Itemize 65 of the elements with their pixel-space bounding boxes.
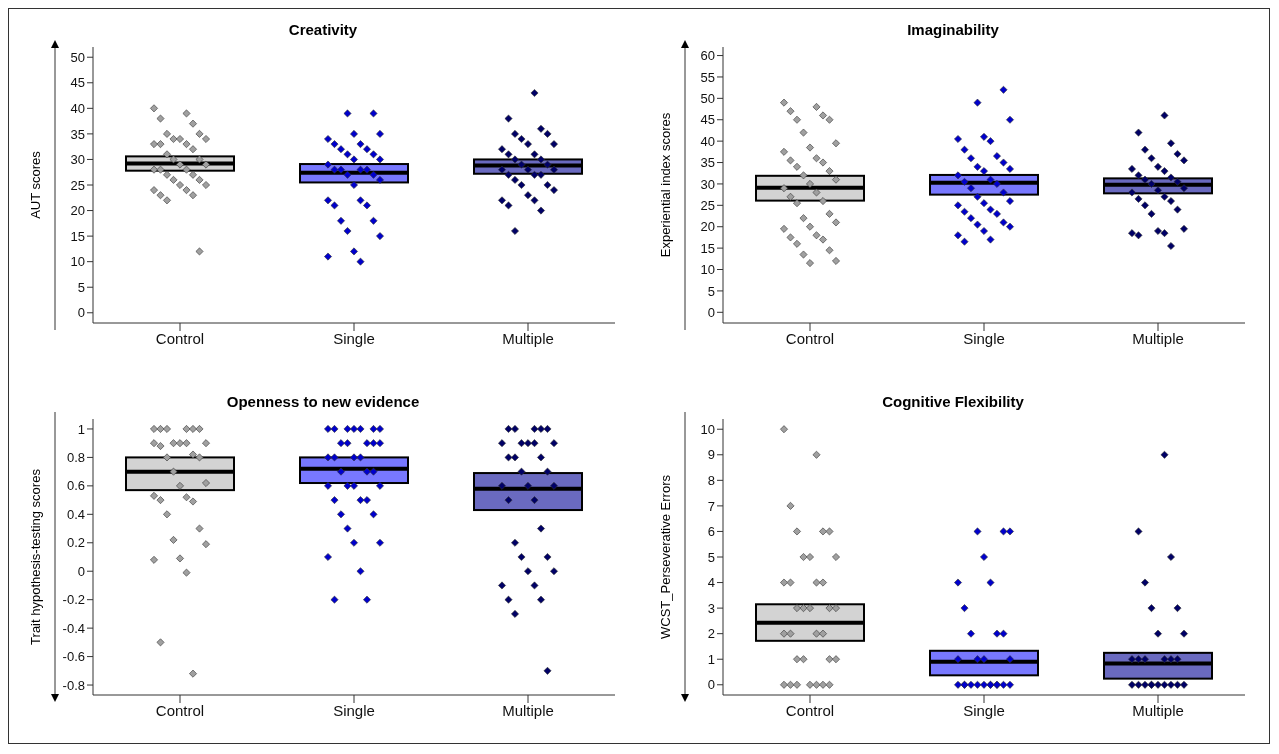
y-tick-label: 35: [70, 126, 85, 142]
y-tick-label: -0.6: [62, 649, 85, 665]
y-tick-label: 0.4: [66, 506, 85, 522]
y-tick-label: 0: [707, 304, 715, 320]
y-tick-label: 1: [77, 421, 85, 437]
y-tick-label: 55: [700, 69, 715, 85]
y-axis-title: AUT scores: [27, 151, 43, 219]
chart-title: Creativity: [287, 20, 359, 40]
y-tick-label: 4: [707, 575, 715, 591]
y-tick-label: 50: [70, 49, 85, 65]
y-tick-label: 35: [700, 155, 715, 171]
x-tick-label: Control: [155, 329, 205, 347]
y-tick-label: 1: [707, 651, 715, 667]
y-tick-label: 0: [707, 677, 715, 693]
y-tick-label: 0: [77, 305, 85, 321]
y-tick-label: 60: [700, 48, 715, 64]
y-axis-title: Experiential index scores: [657, 112, 673, 258]
x-tick-label: Multiple: [1132, 701, 1184, 719]
x-tick-label: Multiple: [1132, 329, 1184, 347]
x-tick-label: Control: [785, 329, 835, 347]
y-tick-label: -0.2: [62, 592, 85, 608]
y-tick-label: -0.8: [62, 677, 85, 693]
x-tick-label: Single: [333, 329, 375, 347]
y-tick-label: 0.6: [66, 478, 85, 494]
chart-title: Cognitive Flexibility: [881, 392, 1025, 412]
y-tick-label: 15: [70, 228, 85, 244]
y-tick-label: 50: [700, 90, 715, 106]
y-tick-label: 8: [707, 472, 715, 488]
y-tick-label: 0.2: [66, 535, 85, 551]
y-tick-label: 10: [70, 254, 85, 270]
y-tick-label: 2: [707, 626, 715, 642]
y-tick-label: 30: [70, 152, 85, 168]
y-tick-label: 45: [700, 112, 715, 128]
y-tick-label: 25: [700, 197, 715, 213]
y-tick-label: 9: [707, 447, 715, 463]
y-tick-label: 40: [700, 133, 715, 149]
x-tick-label: Multiple: [502, 701, 554, 719]
y-tick-label: 0.8: [66, 450, 85, 466]
y-tick-label: 25: [70, 177, 85, 193]
y-tick-label: 7: [707, 498, 715, 514]
y-axis-title: Trait hypothesis-testing scores: [27, 469, 43, 645]
chart-title: Imaginability: [906, 20, 1000, 40]
y-axis-title: WCST_Perseverative Errors: [657, 475, 673, 639]
y-tick-label: 15: [700, 240, 715, 256]
y-tick-label: 5: [707, 283, 715, 299]
y-tick-label: 45: [70, 75, 85, 91]
y-tick-label: 40: [70, 100, 85, 116]
y-tick-label: 5: [707, 549, 715, 565]
x-tick-label: Control: [155, 701, 205, 719]
y-tick-label: 20: [70, 203, 85, 219]
y-tick-label: 10: [700, 262, 715, 278]
x-tick-label: Single: [963, 701, 1005, 719]
y-tick-label: 3: [707, 600, 715, 616]
y-tick-label: 10: [700, 421, 715, 437]
y-tick-label: 30: [700, 176, 715, 192]
y-tick-label: 5: [77, 279, 85, 295]
y-tick-label: -0.4: [62, 620, 85, 636]
x-tick-label: Multiple: [502, 329, 554, 347]
x-tick-label: Single: [333, 701, 375, 719]
x-tick-label: Control: [785, 701, 835, 719]
chart-title: Openness to new evidence: [225, 392, 421, 412]
y-tick-label: 0: [77, 563, 85, 579]
y-tick-label: 6: [707, 524, 715, 540]
y-tick-label: 20: [700, 219, 715, 235]
x-tick-label: Single: [963, 329, 1005, 347]
